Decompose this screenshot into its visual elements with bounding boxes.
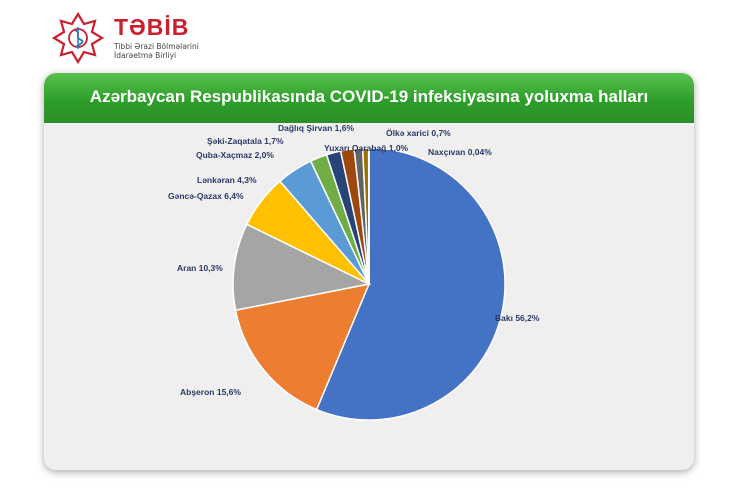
chart-title: Azərbaycan Respublikasında COVID-19 infe… <box>89 87 649 106</box>
slice-data-label: Naxçıvan 0,04% <box>428 147 492 157</box>
brand-subtitle-line2: İdarəetmə Birliyi <box>114 51 177 60</box>
pie-slice <box>232 223 372 312</box>
pie-slice <box>315 147 506 421</box>
slice-data-label: Aran 10,3% <box>177 263 223 273</box>
brand-name: TƏBİB <box>114 14 190 40</box>
brand-subtitle: Tibbi Ərazi Bölmələrini İdarəetmə Birliy… <box>114 42 199 60</box>
slice-data-label: Quba-Xaçmaz 2,0% <box>196 150 274 160</box>
slice-data-label: Bakı 56,2% <box>495 313 540 323</box>
pie-chart: Bakı 56,2% Abşeron 15,6% Aran 10,3% Gəncə-Q… <box>168 123 540 421</box>
pie-slice <box>234 282 371 411</box>
slice-data-label: Dağlıq Şirvan 1,6% <box>278 123 354 133</box>
slice-data-label: Gəncə-Qazax 6,4% <box>168 191 244 201</box>
chart-header <box>44 73 694 123</box>
slice-data-label: Lənkəran 4,3% <box>197 175 257 185</box>
slice-data-label: Şəki-Zaqatala 1,7% <box>207 136 284 146</box>
slice-data-label: Ölkə xarici 0,7% <box>386 128 451 138</box>
slice-data-label: Abşeron 15,6% <box>180 387 241 397</box>
slice-data-label: Yuxarı Qarabağ 1,0% <box>324 143 409 153</box>
tebib-emblem-icon <box>52 12 105 64</box>
brand-subtitle-line1: Tibbi Ərazi Bölmələrini <box>114 42 199 51</box>
chart-card: Azərbaycan Respublikasında COVID-19 infe… <box>44 73 694 470</box>
tebib-logo: TƏBİB Tibbi Ərazi Bölmələrini İdarəetmə … <box>52 12 212 64</box>
